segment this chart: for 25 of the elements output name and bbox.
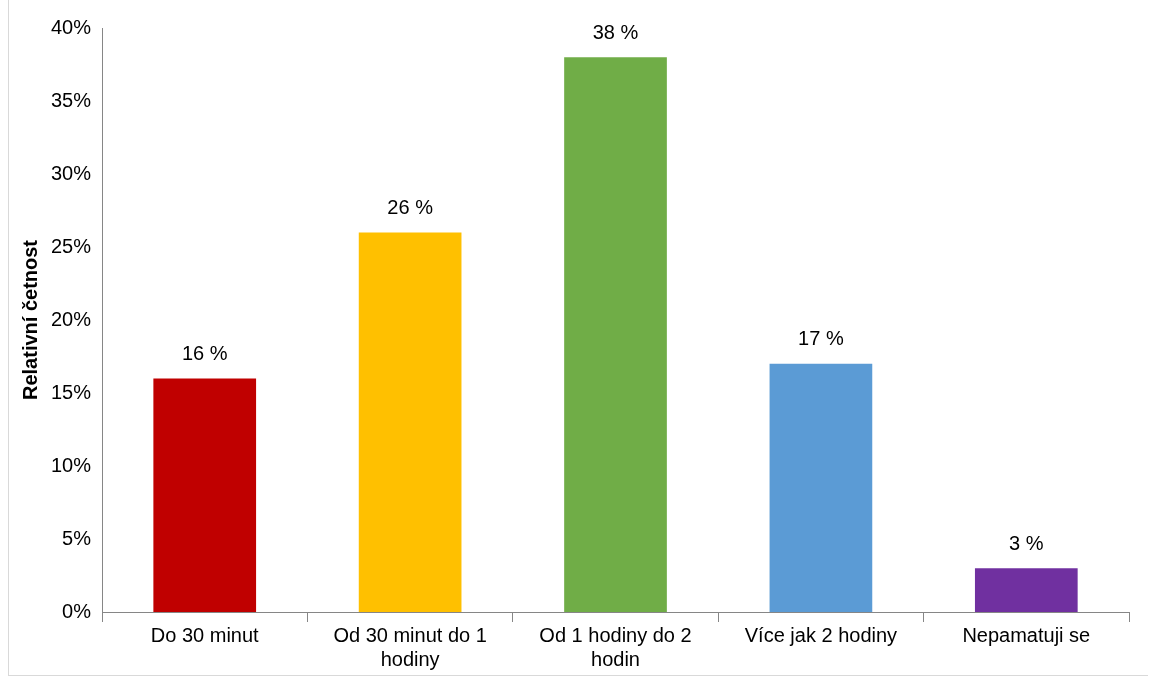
x-tick-label: Od 1 hodiny do 2 hodin <box>539 623 692 670</box>
y-tick-label: 25% <box>51 234 92 257</box>
data-label: 3 % <box>1009 531 1044 554</box>
x-tick-label: Do 30 minut <box>150 623 260 646</box>
bar <box>769 363 873 612</box>
y-tick-label: 40% <box>51 15 92 38</box>
data-label: 16 % <box>181 341 228 364</box>
x-tick-label: Nepamatuji se <box>962 623 1091 646</box>
y-tick-label: 0% <box>62 599 92 622</box>
bar <box>153 378 257 612</box>
bar <box>358 232 462 612</box>
data-label: 17 % <box>798 327 844 350</box>
y-tick-label: 10% <box>51 453 92 476</box>
y-tick-label: 15% <box>51 380 92 403</box>
x-tick-label: Více jak 2 hodiny <box>744 623 898 646</box>
x-tick-label: Od 30 minut do 1 hodiny <box>333 623 487 670</box>
y-tick-label: 20% <box>51 307 92 330</box>
y-tick-label: 5% <box>62 526 92 549</box>
data-label: 38 % <box>592 20 639 43</box>
y-axis-title: Relativní četnost <box>18 239 41 401</box>
bar <box>564 57 667 612</box>
y-tick-label: 35% <box>51 88 92 111</box>
data-label: 26 % <box>387 195 434 218</box>
bar <box>974 568 1078 612</box>
y-tick-label: 30% <box>51 161 92 184</box>
